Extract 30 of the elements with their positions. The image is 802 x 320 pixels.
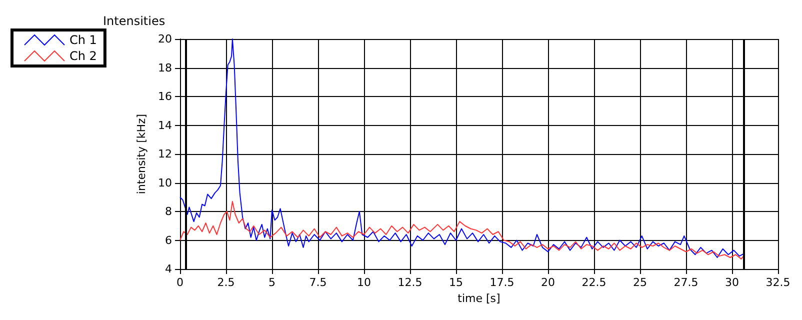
x-tick-label: 27.5 xyxy=(674,276,698,289)
x-tick-label: 17.5 xyxy=(490,276,514,289)
x-tick-label: 2.5 xyxy=(217,276,235,289)
x-tick-label: 7.5 xyxy=(309,276,327,289)
y-tick-label: 10 xyxy=(158,176,172,190)
x-tick-label: 5 xyxy=(268,276,276,289)
x-tick-label: 0 xyxy=(176,276,184,289)
y-tick-label: 14 xyxy=(158,118,172,132)
x-tick-label: 25 xyxy=(633,276,647,289)
x-tick-label: 12.5 xyxy=(398,276,422,289)
legend-label: Ch 1 xyxy=(70,33,97,47)
x-tick-label: 10 xyxy=(357,276,371,289)
x-tick-label: 22.5 xyxy=(582,276,606,289)
x-tick-label: 32.5 xyxy=(766,276,790,289)
y-tick-label: 8 xyxy=(165,205,172,218)
y-tick-label: 18 xyxy=(158,61,172,74)
y-tick-label: 6 xyxy=(165,234,172,247)
y-tick-label: 16 xyxy=(158,90,172,103)
x-axis-title: time [s] xyxy=(458,292,500,305)
y-tick-label: 4 xyxy=(165,262,172,276)
line-series xyxy=(180,200,746,260)
x-tick-label: 30 xyxy=(725,276,739,289)
y-axis-title: intensity [kHz] xyxy=(135,114,148,194)
x-tick-label: 20 xyxy=(541,276,555,289)
legend-label: Ch 2 xyxy=(70,49,97,63)
chart-title: Intensities xyxy=(103,14,166,28)
y-tick-label: 20 xyxy=(158,32,172,46)
y-tick-label: 12 xyxy=(158,148,172,160)
x-tick-label: 15 xyxy=(449,276,463,289)
line-series xyxy=(180,38,746,258)
